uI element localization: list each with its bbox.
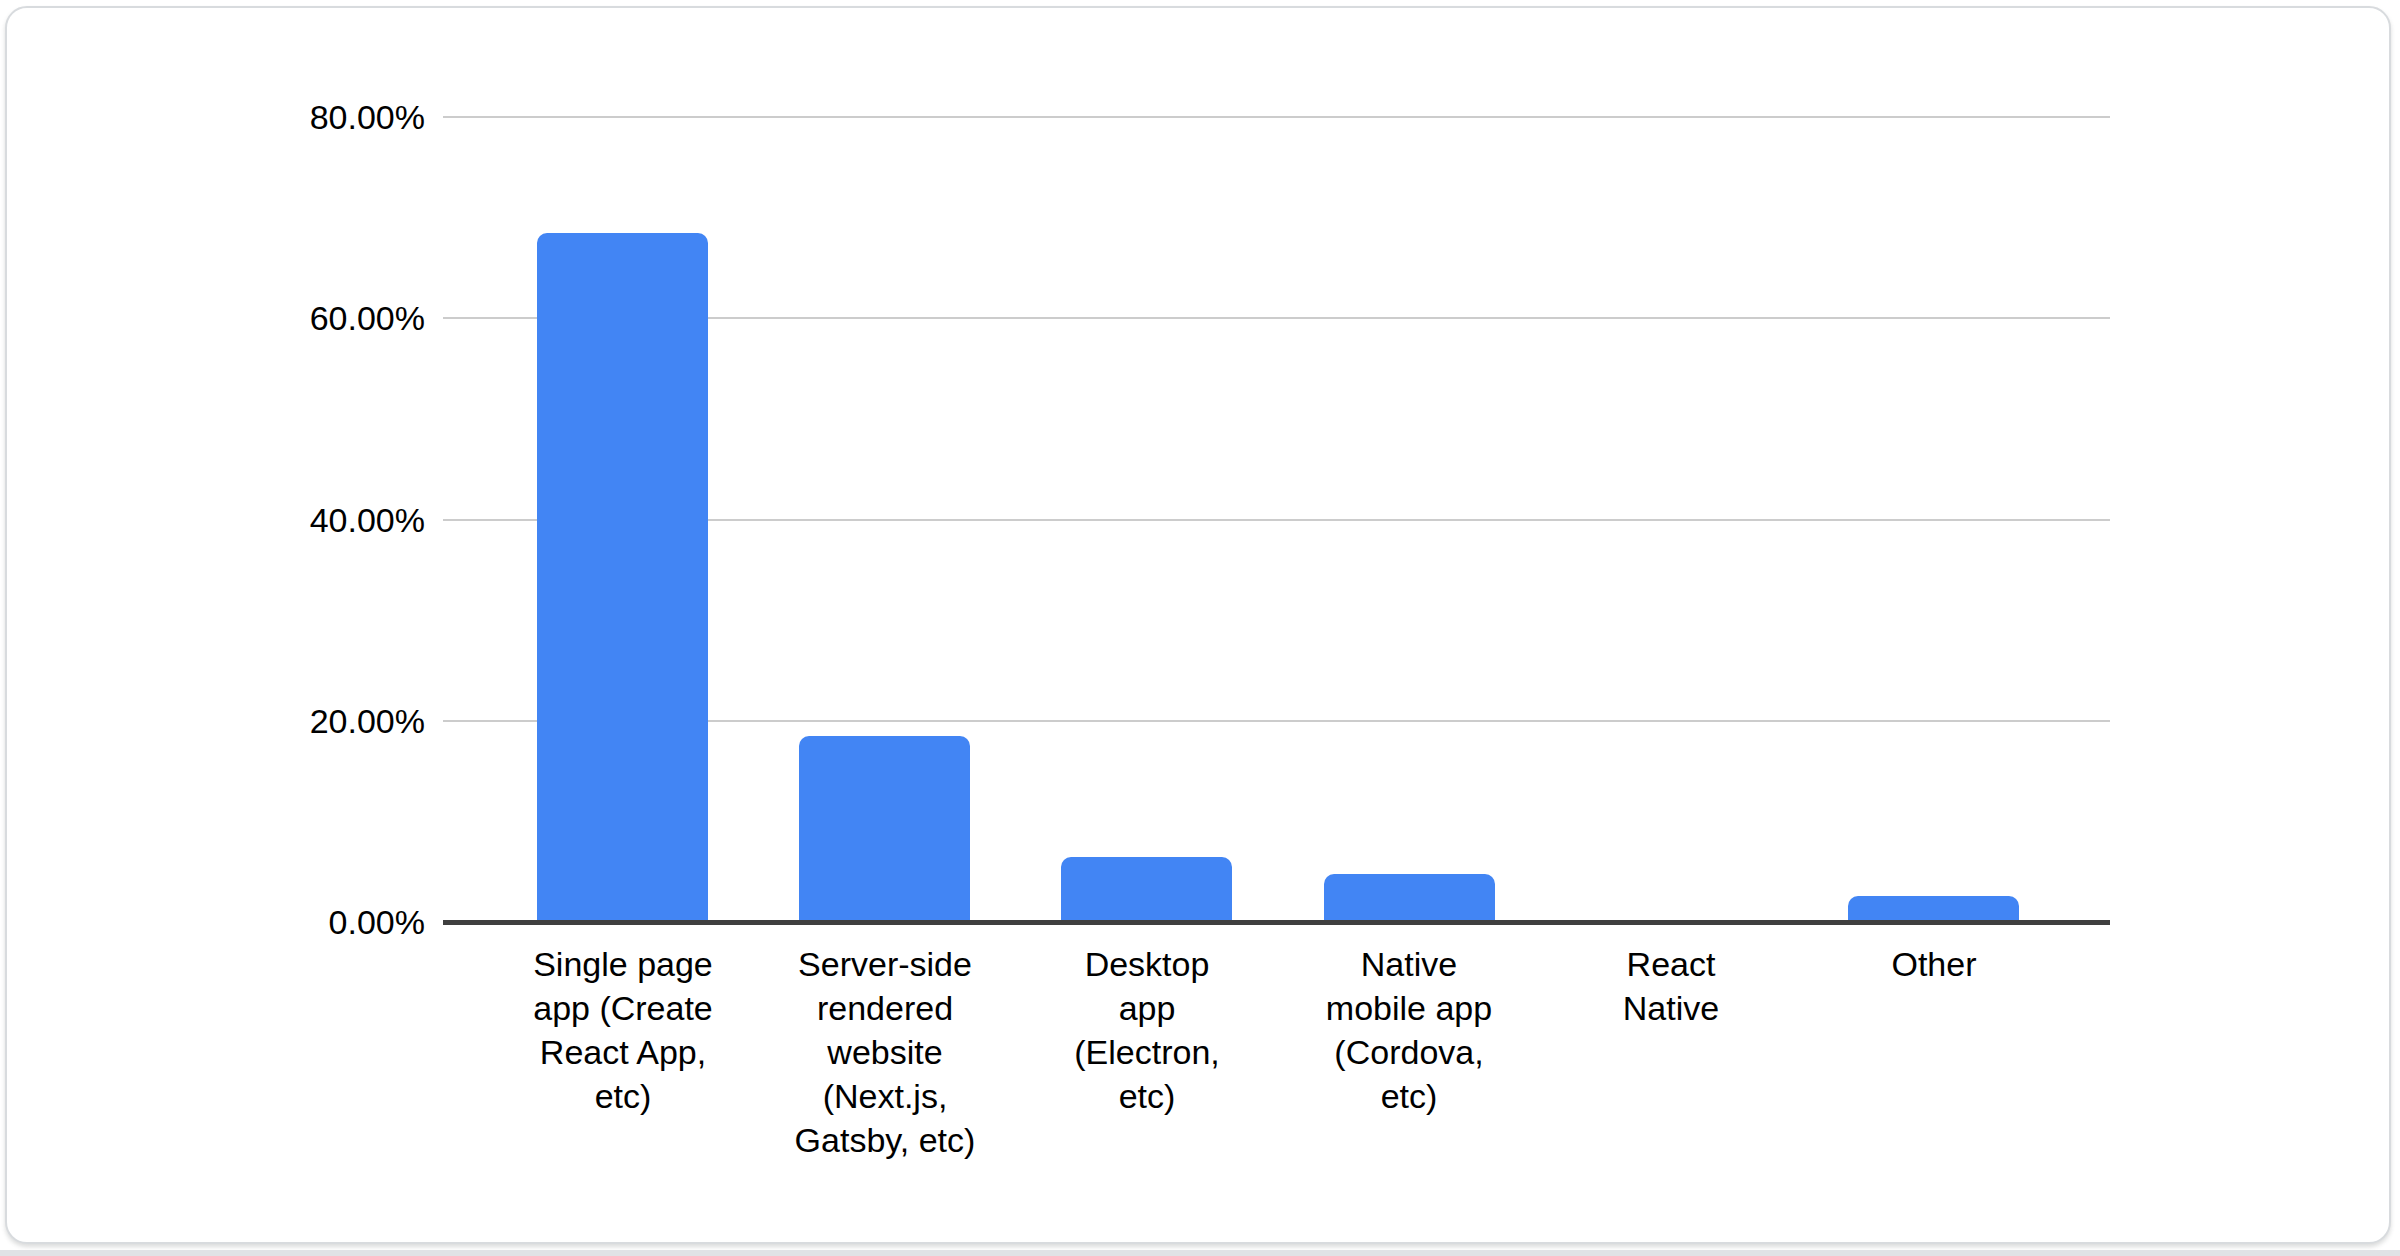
x-axis-label-native-mobile-app: Native mobile app (Cordova, etc) xyxy=(1315,942,1503,1118)
x-axis-label-server-side-rendered-website: Server-side rendered website (Next.js, G… xyxy=(791,942,979,1162)
y-axis-tick-label: 20.00% xyxy=(0,699,425,743)
x-axis-label-desktop-app: Desktop app (Electron, etc) xyxy=(1053,942,1241,1118)
x-axis-line xyxy=(443,920,2110,925)
x-axis-label-other: Other xyxy=(1840,942,2028,986)
x-axis-label-single-page-app: Single page app (Create React App, etc) xyxy=(529,942,717,1118)
bar-single-page-app xyxy=(537,233,708,920)
x-axis-label-react-native: React Native xyxy=(1577,942,1765,1030)
bar-desktop-app xyxy=(1061,857,1232,920)
bar-server-side-rendered-website xyxy=(799,736,970,920)
bar-other xyxy=(1848,896,2019,920)
y-axis-tick-label: 0.00% xyxy=(0,900,425,944)
page-bottom-edge xyxy=(0,1250,2400,1256)
y-axis-tick-label: 40.00% xyxy=(0,498,425,542)
bar-chart: 80.00% 60.00% 40.00% 20.00% 0.00% Single pag… xyxy=(0,0,2400,1256)
y-axis-tick-label: 60.00% xyxy=(0,296,425,340)
gridline-80 xyxy=(443,116,2110,118)
y-axis-tick-label: 80.00% xyxy=(0,95,425,139)
bar-native-mobile-app xyxy=(1324,874,1495,920)
